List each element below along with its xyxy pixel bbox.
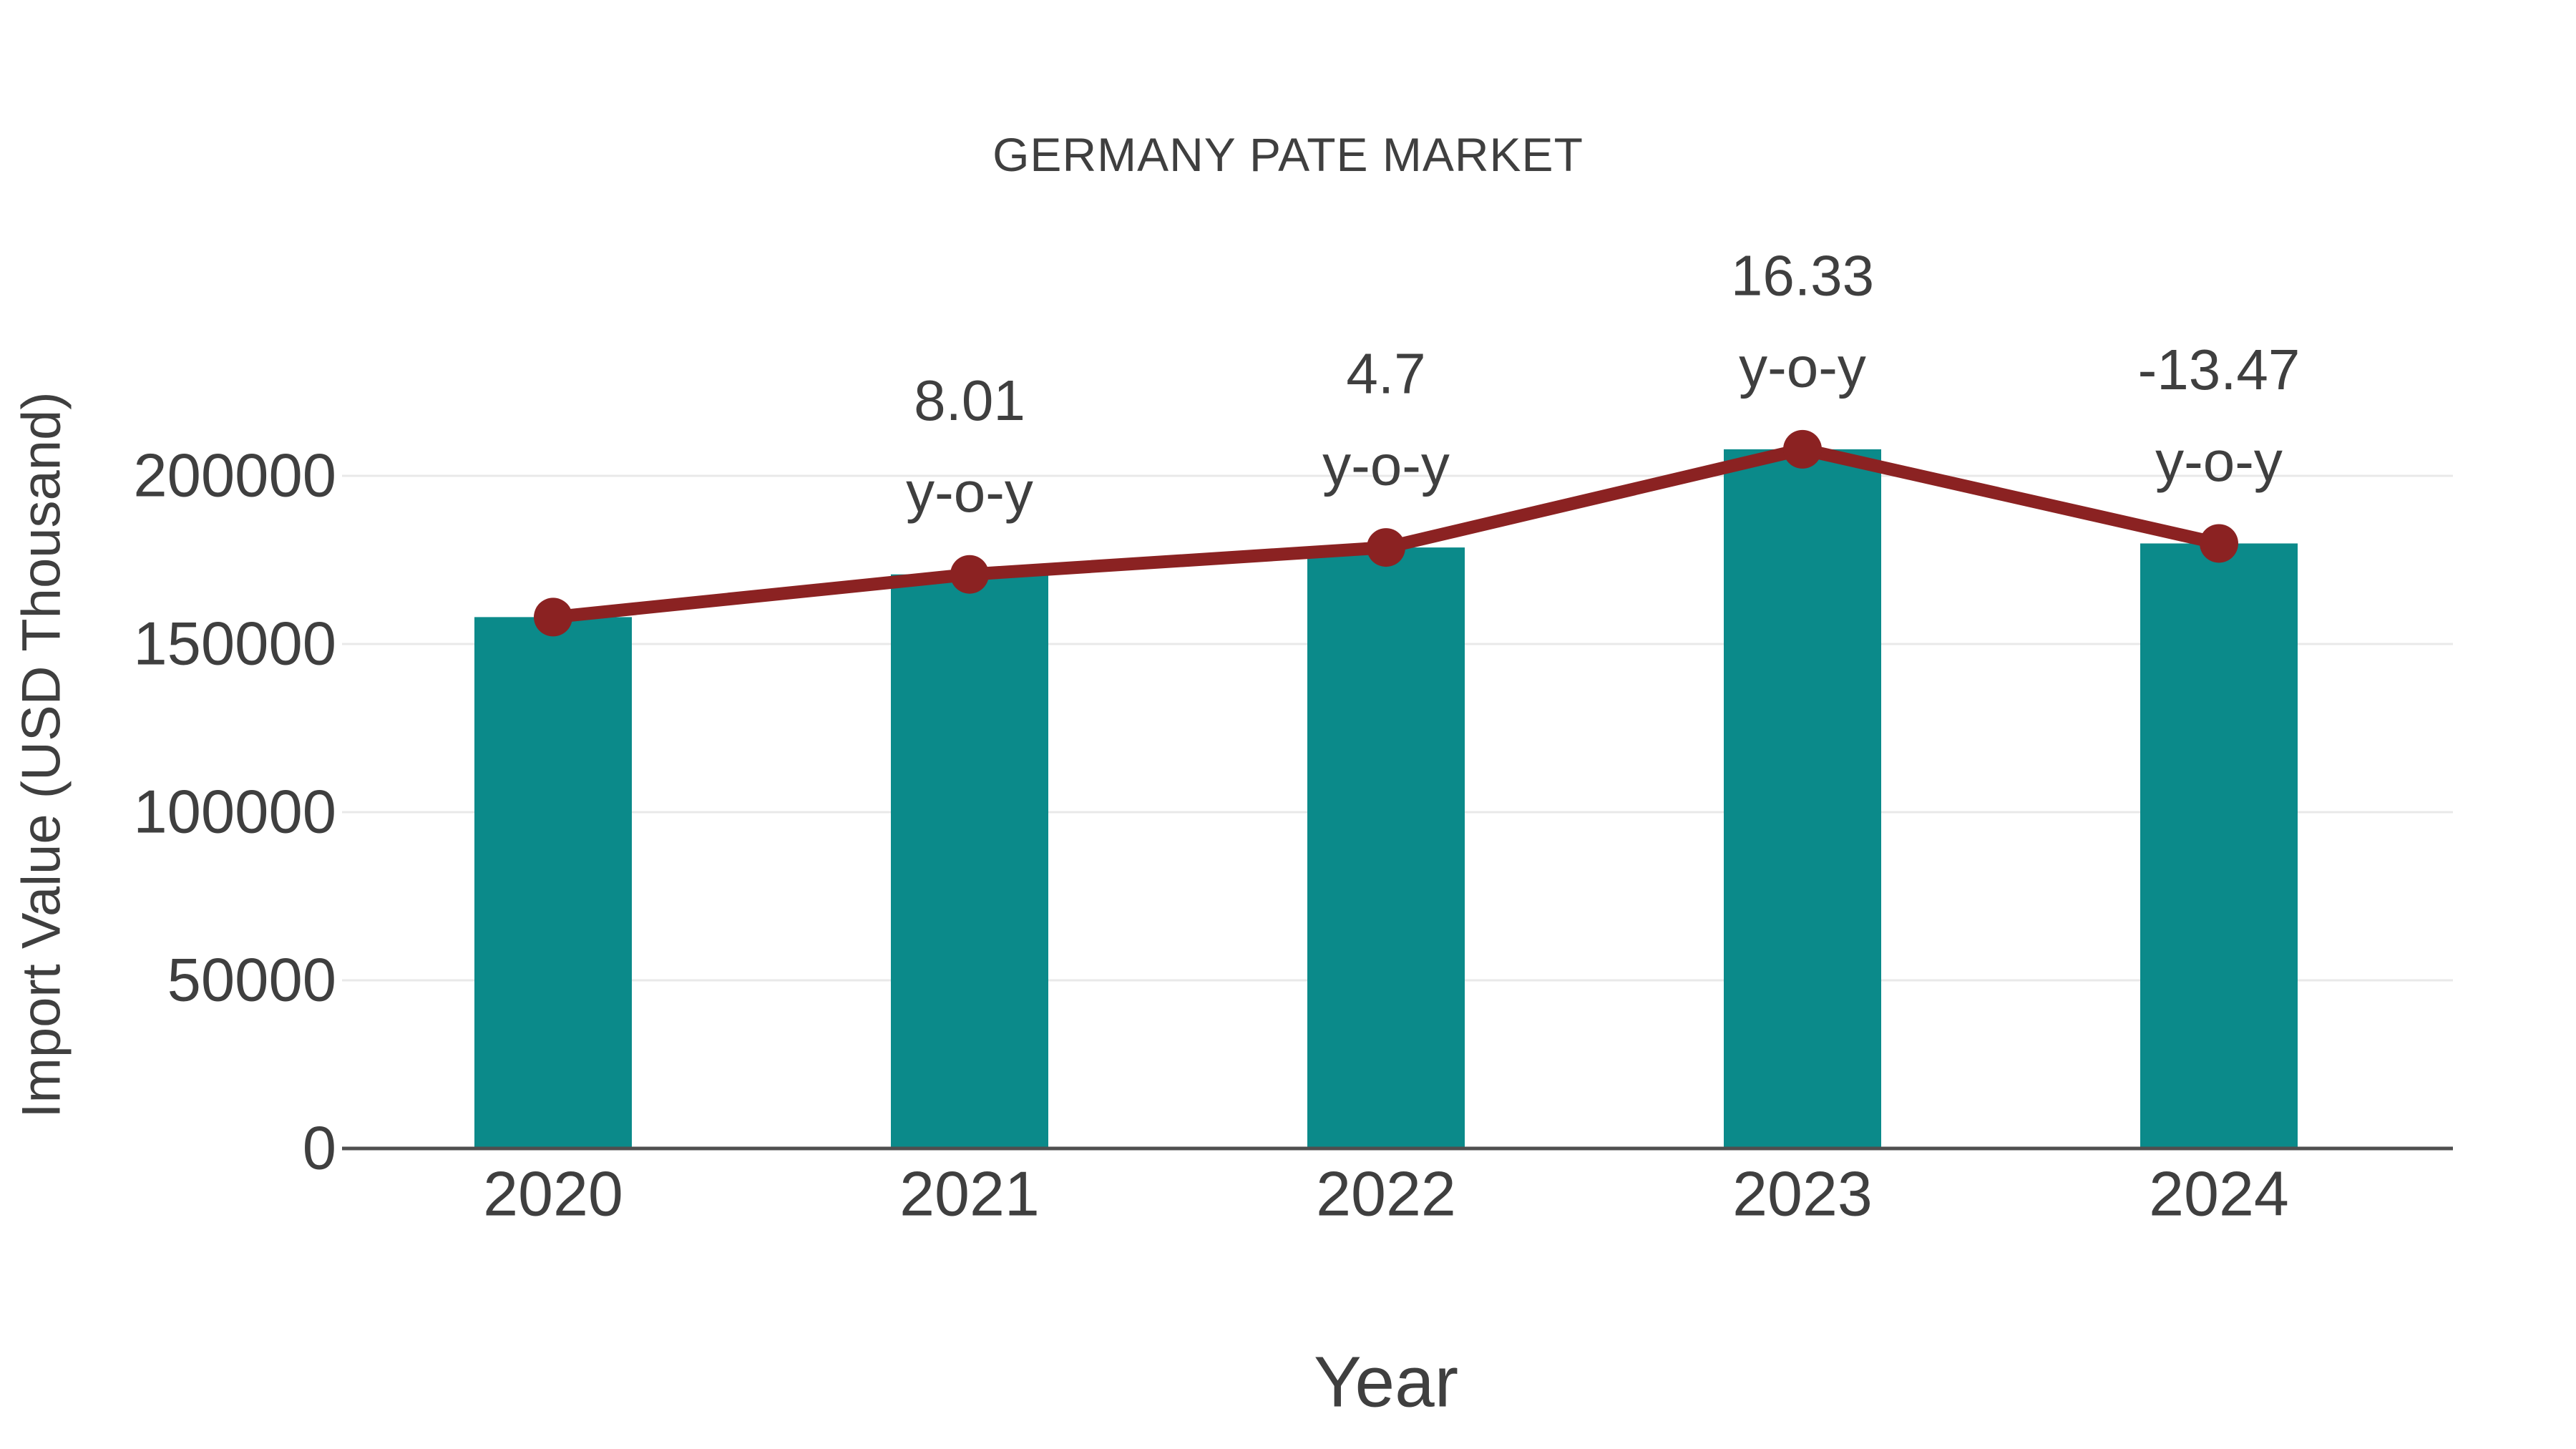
y-tick-label: 50000 <box>167 947 336 1015</box>
yoy-value-label: 8.01 <box>914 369 1025 432</box>
y-tick-label: 100000 <box>133 779 336 847</box>
x-tick-label: 2024 <box>2149 1158 2289 1229</box>
yoy-marker-2020 <box>534 597 572 637</box>
yoy-marker-2024 <box>2200 524 2238 563</box>
x-tick-label: 2021 <box>899 1158 1040 1229</box>
yoy-suffix-label: y-o-y <box>906 460 1033 524</box>
x-tick-label: 2022 <box>1316 1158 1456 1229</box>
y-tick-label: 150000 <box>133 610 336 678</box>
import-bar-2021 <box>891 574 1048 1148</box>
yoy-suffix-label: y-o-y <box>1322 434 1450 497</box>
x-tick-label: 2023 <box>1732 1158 1873 1229</box>
import-bar-2023 <box>1724 449 1881 1148</box>
yoy-suffix-label: y-o-y <box>2155 429 2283 493</box>
yoy-value-label: 16.33 <box>1731 243 1874 307</box>
y-tick-label: 200000 <box>133 442 336 510</box>
y-tick-label: 0 <box>303 1115 336 1183</box>
chart-title: GERMANY PATE MARKET <box>992 128 1584 181</box>
import-bar-2024 <box>2140 543 2298 1148</box>
yoy-marker-2023 <box>1783 429 1822 469</box>
yoy-marker-2022 <box>1367 528 1405 567</box>
x-axis-title: Year <box>1313 1342 1459 1423</box>
import-bar-2022 <box>1307 547 1465 1148</box>
yoy-value-label: 4.7 <box>1346 342 1425 406</box>
x-tick-label: 2020 <box>483 1158 623 1229</box>
yoy-suffix-label: y-o-y <box>1739 335 1866 399</box>
yoy-marker-2021 <box>950 555 989 594</box>
import-bar-2020 <box>474 617 632 1148</box>
yoy-value-label: -13.47 <box>2138 338 2301 401</box>
